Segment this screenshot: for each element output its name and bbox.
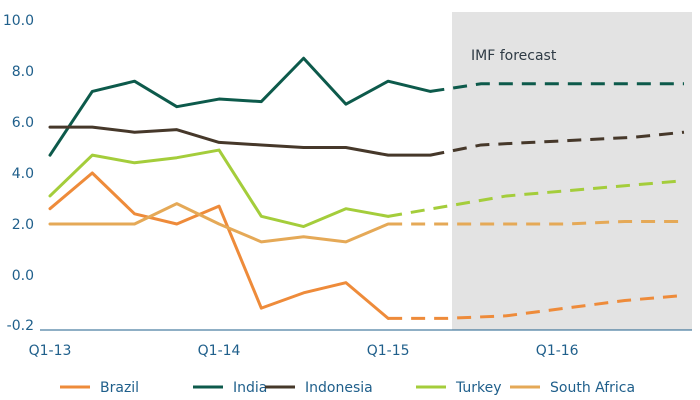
forecast-line-india bbox=[430, 82, 684, 93]
y-tick-label: -0.2 bbox=[7, 318, 34, 334]
legend-label-turkey: Turkey bbox=[455, 380, 502, 396]
y-tick-label: 6.0 bbox=[12, 115, 34, 131]
legend-label-india: India bbox=[233, 380, 267, 396]
forecast-line-indonesia bbox=[430, 130, 685, 157]
series-line-india bbox=[48, 56, 432, 157]
y-tick-label: 8.0 bbox=[12, 64, 34, 80]
legend-label-south-africa: South Africa bbox=[550, 380, 635, 396]
y-axis: -0.2 0.0 2.0 4.0 6.0 8.0 10.0 bbox=[3, 13, 34, 334]
y-tick-label: 10.0 bbox=[3, 13, 34, 29]
legend-label-indonesia: Indonesia bbox=[305, 380, 373, 396]
series-line-brazil bbox=[48, 171, 390, 320]
forecast-line-south-africa bbox=[388, 219, 684, 226]
x-tick-label: Q1-13 bbox=[29, 343, 72, 359]
series-line-south-africa bbox=[48, 202, 390, 244]
forecast-shade bbox=[452, 12, 692, 330]
y-tick-label: 2.0 bbox=[12, 217, 34, 233]
forecast-annotation: IMF forecast bbox=[471, 48, 557, 64]
forecast-line-turkey bbox=[387, 179, 685, 218]
x-tick-label: Q1-16 bbox=[536, 343, 579, 359]
forecast-line-brazil bbox=[388, 293, 685, 320]
legend-label-brazil: Brazil bbox=[100, 380, 139, 396]
x-axis: Q1-13 Q1-14 Q1-15 Q1-16 bbox=[29, 329, 692, 359]
x-tick-label: Q1-14 bbox=[198, 343, 241, 359]
series-layer bbox=[48, 56, 685, 320]
y-tick-label: 4.0 bbox=[12, 166, 34, 182]
legend: Brazil India Indonesia Turkey South Africa bbox=[60, 380, 635, 396]
series-line-turkey bbox=[48, 148, 390, 229]
y-tick-label: 0.0 bbox=[12, 268, 34, 284]
x-tick-label: Q1-15 bbox=[367, 343, 410, 359]
series-line-indonesia bbox=[48, 125, 432, 157]
